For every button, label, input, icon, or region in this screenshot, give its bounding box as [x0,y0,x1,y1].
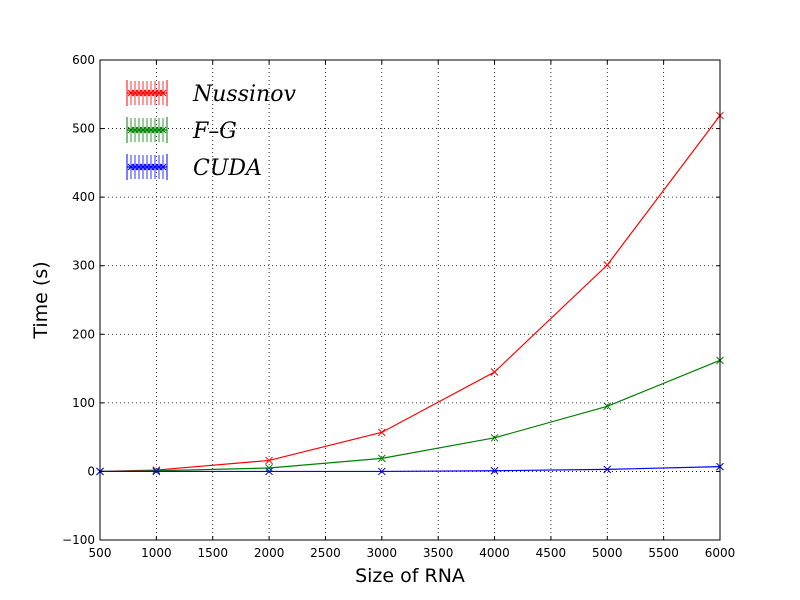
x-tick-label: 6000 [705,546,736,560]
legend: Nussinov F–G CUDA [126,80,296,181]
data-point [490,466,499,475]
legend-handle [126,117,168,143]
y-tick-label: 300 [72,259,95,273]
y-axis-tick-labels: −100 0 100 200 300 400 500 600 [62,53,95,547]
data-point [377,467,386,476]
y-tick-label: 0 [87,464,95,478]
x-tick-label: 5500 [648,546,679,560]
data-point-marker [159,89,167,97]
y-tick-label: 500 [72,122,95,136]
data-point-marker [265,456,273,465]
y-axis-label: Time (s) [30,261,52,339]
legend-item: Nussinov [126,80,296,107]
data-point [603,402,612,411]
data-point-marker [159,126,167,134]
x-axis-tick-labels: 500 1000 1500 2000 2500 3000 3500 4000 4500 5000 5… [89,546,736,560]
legend-handle [126,154,168,180]
legend-label: CUDA [193,156,262,181]
data-point-marker [603,261,612,269]
x-axis-label: Size of RNA [355,565,465,587]
x-tick-label: 2500 [310,546,341,560]
data-point [265,456,273,465]
legend-item: F–G [126,117,237,144]
y-tick-label: −100 [62,533,95,547]
series-cuda [96,462,724,476]
x-tick-label: 1000 [141,546,172,560]
x-tick-label: 3500 [423,546,454,560]
data-point-marker [603,402,612,411]
series-f-g [96,356,724,476]
data-point-marker [490,368,499,376]
legend-item: CUDA [126,154,262,181]
y-tick-label: 100 [72,396,95,410]
x-tick-label: 2000 [254,546,285,560]
y-tick-label: 400 [72,190,95,204]
data-point-marker [152,467,161,476]
x-tick-label: 3000 [367,546,398,560]
data-point-marker [490,466,499,475]
data-point [490,368,499,376]
plot-frame [99,59,721,541]
data-point-marker [377,454,386,463]
data-point [265,464,273,472]
data-point-marker [377,467,386,476]
data-point [265,467,273,476]
series-nussinov [96,111,724,476]
data-point-marker [377,428,386,437]
legend-handle [126,80,168,106]
data-point-marker [159,163,167,171]
legend-label: F–G [192,119,237,144]
data-point [603,261,612,269]
series-layer [96,111,724,476]
x-tick-label: 4500 [536,546,567,560]
y-tick-label: 600 [72,53,95,67]
series-line [99,359,721,473]
data-point-marker [265,464,273,472]
data-point [603,465,612,474]
data-point-marker [265,467,273,476]
data-point-marker [490,433,499,442]
data-point [377,454,386,463]
data-point [490,433,499,442]
y-tick-label: 200 [72,327,95,341]
x-tick-label: 500 [89,546,112,560]
x-tick-label: 5000 [592,546,623,560]
legend-label: Nussinov [192,82,296,107]
x-tick-label: 1500 [197,546,228,560]
data-point-marker [603,465,612,474]
data-point [152,467,161,476]
x-tick-label: 4000 [479,546,510,560]
data-point [377,428,386,437]
axis-ticks [99,59,721,541]
